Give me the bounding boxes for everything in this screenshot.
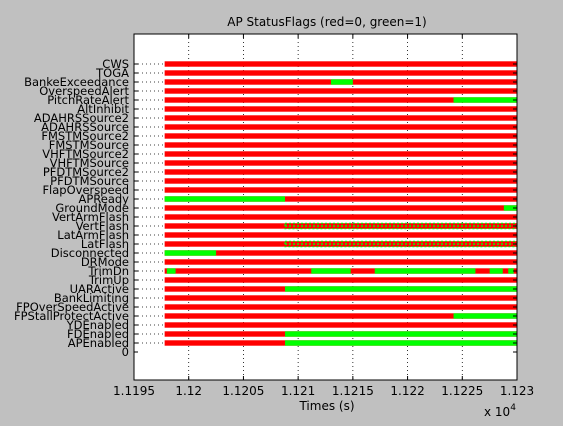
y-tick-label: FMSTMSource2: [41, 129, 129, 143]
y-tick-label: ADAHRSSource: [41, 120, 129, 134]
y-tick-labels: CWSTOGABankeExceedanceOverspeedAlertPitc…: [14, 57, 130, 359]
x-exponent-base: x 10: [484, 405, 510, 419]
y-tick-label: FPStallProtectActive: [14, 309, 129, 323]
plot-area: [133, 33, 518, 381]
x-tick-labels: 1.1195 1.12 1.1205 1.121 1.1215 1.122 1.1225 1.…: [113, 384, 534, 398]
status-bar-false: [164, 142, 517, 148]
status-bar-false: [164, 214, 517, 220]
x-tick-marks: [133, 34, 518, 380]
status-bar-true: [166, 268, 176, 274]
x-exponent-label: x 104: [484, 403, 516, 419]
x-tick-label: 1.123: [500, 384, 534, 398]
status-bar-flash-base: [285, 223, 517, 229]
status-bar-false: [164, 322, 517, 328]
status-bar-false: [164, 133, 517, 139]
status-bar-false: [164, 259, 517, 265]
status-bar-false: [164, 304, 517, 310]
y-tick-label: TOGA: [95, 66, 129, 80]
y-tick-label: TrimUp: [88, 273, 129, 287]
x-tick-label: 1.12: [175, 384, 202, 398]
x-tick-label: 1.1195: [113, 384, 155, 398]
y-tick-label: PFDTMSource: [50, 174, 129, 188]
status-bar-true: [164, 196, 286, 202]
y-tick-label: YDEnabled: [66, 318, 129, 332]
y-tick-label: ADAHRSSource2: [34, 111, 129, 125]
x-tick-label: 1.1205: [222, 384, 264, 398]
y-tick-label: VHFTMSource: [50, 156, 129, 170]
y-tick-label: FDEnabled: [67, 327, 129, 341]
y-tick-label: AltInhibit: [77, 102, 129, 116]
axes-border: [133, 33, 518, 381]
y-tick-label: 0: [122, 345, 129, 359]
status-bar-true: [453, 97, 517, 103]
status-bar-true: [453, 313, 517, 319]
y-tick-label: VHFTMSource2: [42, 147, 129, 161]
status-bar-false: [164, 61, 517, 67]
y-tick-label: APEnabled: [68, 336, 129, 350]
status-bar-true: [489, 268, 503, 274]
y-tick-label: LatFlash: [81, 237, 129, 251]
chart-title: AP StatusFlags (red=0, green=1): [227, 15, 426, 29]
status-bar-false: [164, 169, 517, 175]
status-bar-false: [164, 124, 517, 130]
y-tick-label: OverspeedAlert: [39, 84, 129, 98]
status-bar-true: [285, 331, 517, 337]
y-tick-label: BankLimiting: [54, 291, 129, 305]
status-bar-false: [164, 115, 517, 121]
y-tick-label: TrimDn: [87, 264, 129, 278]
y-tick-label: PitchRateAlert: [47, 93, 129, 107]
y-tick-label: Disconnected: [51, 246, 129, 260]
x-exponent-power: 4: [510, 403, 516, 413]
x-tick-label: 1.1215: [332, 384, 374, 398]
y-tick-label: LatArmFlash: [57, 228, 129, 242]
y-tick-label: VertArmFlash: [52, 210, 129, 224]
status-bar-true: [503, 205, 517, 211]
status-bar-false: [164, 277, 517, 283]
status-bar-true: [164, 250, 217, 256]
status-bar-false: [164, 178, 517, 184]
x-tick-label: 1.122: [390, 384, 424, 398]
status-bar-false: [164, 151, 517, 157]
x-axis-label: Times (s): [298, 399, 354, 413]
status-bar-false: [164, 70, 517, 76]
status-bar-true: [311, 268, 351, 274]
status-bar-true: [285, 286, 517, 292]
status-bar-false: [164, 187, 517, 193]
status-bar-false: [164, 313, 517, 319]
y-tick-label: BankeExceedance: [24, 75, 129, 89]
y-tick-label: PFDTMSource2: [43, 165, 129, 179]
status-bar-true: [374, 268, 476, 274]
status-bar-true: [285, 340, 517, 346]
y-tick-label: UARActive: [70, 282, 129, 296]
y-tick-label: VertFlash: [76, 219, 129, 233]
y-tick-label: FMSTMSource: [49, 138, 129, 152]
status-bar-flash-base: [285, 241, 517, 247]
status-bar-true: [508, 268, 514, 274]
y-tick-label: CWS: [102, 57, 129, 71]
y-tick-marks: [134, 63, 517, 353]
status-bar-false: [164, 106, 517, 112]
status-bar-false: [164, 250, 517, 256]
status-bar-false: [164, 295, 517, 301]
status-bar-false: [164, 196, 517, 202]
y-tick-label: APReady: [78, 192, 129, 206]
status-bar-false: [164, 232, 517, 238]
y-tick-label: GroundMode: [55, 201, 129, 215]
status-bar-false: [164, 88, 517, 94]
y-tick-label: DRMode: [81, 255, 129, 269]
status-bar-true: [330, 79, 353, 85]
x-tick-label: 1.121: [281, 384, 315, 398]
x-tick-label: 1.1225: [441, 384, 483, 398]
status-bar-false: [164, 160, 517, 166]
y-tick-label: FPOverSpeedActive: [16, 300, 129, 314]
status-bars: [164, 61, 518, 346]
y-tick-label: FlapOverspeed: [42, 183, 129, 197]
status-bar-false: [164, 97, 517, 103]
status-bar-false: [164, 205, 517, 211]
